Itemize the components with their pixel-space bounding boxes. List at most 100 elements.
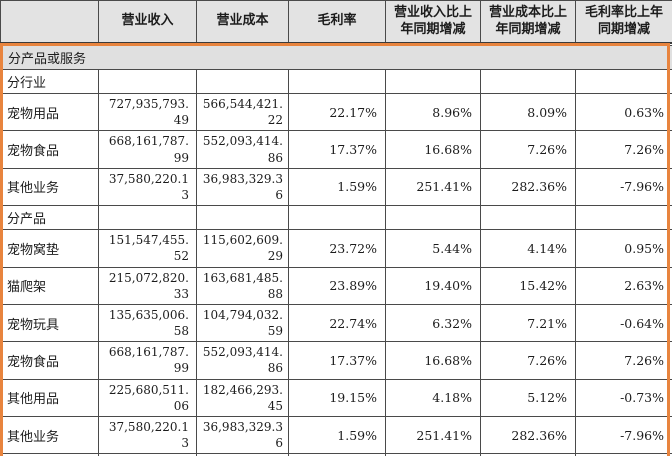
table-row-other-supplies: 其他用品 225,680,511.06 182,466,293.45 19.15… [0,378,672,418]
table-row-other-business-2: 其他业务 37,580,220.13 36,983,329.36 1.59% 2… [0,415,672,455]
row-label: 宠物用品 [0,92,99,132]
gross-margin-cell: 1.59% [288,415,386,455]
margin-yoy-cell: -0.73% [575,378,672,418]
table-row-other-business: 其他业务 37,580,220.13 36,983,329.36 1.59% 2… [0,167,672,207]
revenue-cell: 225,680,511.06 [98,378,197,418]
header-cell-cost: 营业成本 [196,0,289,44]
gross-margin-cell: 19.15% [288,378,386,418]
cost-yoy-cell: 282.36% [480,167,576,207]
revenue-cell: 151,547,455.52 [98,229,197,268]
margin-yoy-cell: 2.63% [575,266,672,305]
margin-yoy-cell: 7.26% [575,130,672,169]
revenue-cell: 727,935,793.49 [98,92,197,132]
revenue-yoy-cell: 4.18% [385,378,481,418]
revenue-cell: 215,072,820.33 [98,266,197,305]
section-row-by-region: 分地区 [0,453,672,456]
table-row-pet-food: 宠物食品 668,161,787.99 552,093,414.86 17.37… [0,130,672,169]
cost-cell: 182,466,293.45 [196,378,289,418]
header-cell-revenue-yoy: 营业收入比上年同期增减 [385,0,481,44]
section-row-products-services: 分产品或服务 [0,45,672,70]
cost-cell: 104,794,032.59 [196,303,289,343]
cost-yoy-cell: 4.14% [480,229,576,268]
margin-yoy-cell: 7.26% [575,341,672,380]
table-row-pet-toys: 宠物玩具 135,635,006.58 104,794,032.59 22.74… [0,303,672,343]
revenue-yoy-cell: 8.96% [385,92,481,132]
table-header-row: 营业收入 营业成本 毛利率 营业收入比上年同期增减 营业成本比上年同期增减 毛利… [0,0,672,44]
cost-cell: 36,983,329.36 [196,167,289,207]
margin-yoy-cell: -7.96% [575,167,672,207]
gross-margin-cell: 17.37% [288,341,386,380]
revenue-yoy-cell: 16.68% [385,130,481,169]
table-row-pet-food-2: 宠物食品 668,161,787.99 552,093,414.86 17.37… [0,341,672,380]
margin-yoy-cell: 0.63% [575,92,672,132]
section-row-by-industry: 分行业 [0,69,672,94]
empty-cell [480,69,576,94]
header-cell-margin-yoy: 毛利率比上年同期增减 [575,0,672,44]
row-label: 其他业务 [0,415,99,455]
revenue-yoy-cell: 16.68% [385,341,481,380]
table-row-pet-bedding: 宠物窝垫 151,547,455.52 115,602,609.29 23.72… [0,229,672,268]
empty-cell [385,205,481,231]
revenue-cell: 135,635,006.58 [98,303,197,343]
revenue-cell: 37,580,220.13 [98,167,197,207]
cost-cell: 163,681,485.88 [196,266,289,305]
header-cell-gross-margin: 毛利率 [288,0,386,44]
margin-yoy-cell: -0.64% [575,303,672,343]
row-label: 其他业务 [0,167,99,207]
row-label: 分产品 [0,205,99,231]
cost-yoy-cell: 15.42% [480,266,576,305]
cost-yoy-cell: 8.09% [480,92,576,132]
empty-cell [98,69,197,94]
row-label: 分行业 [0,69,99,94]
empty-cell [385,69,481,94]
header-cell-empty [0,0,99,44]
revenue-yoy-cell: 251.41% [385,167,481,207]
gross-margin-cell: 23.89% [288,266,386,305]
cost-yoy-cell: 7.26% [480,130,576,169]
revenue-cell: 668,161,787.99 [98,341,197,380]
revenue-yoy-cell: 6.32% [385,303,481,343]
margin-yoy-cell: 0.95% [575,229,672,268]
revenue-yoy-cell: 5.44% [385,229,481,268]
gross-margin-cell: 23.72% [288,229,386,268]
table-row-cat-tree: 猫爬架 215,072,820.33 163,681,485.88 23.89%… [0,266,672,305]
empty-cell [98,205,197,231]
cost-yoy-cell: 7.21% [480,303,576,343]
gross-margin-cell: 22.74% [288,303,386,343]
gross-margin-cell: 22.17% [288,92,386,132]
cost-cell: 115,602,609.29 [196,229,289,268]
gross-margin-cell: 17.37% [288,130,386,169]
revenue-cell: 668,161,787.99 [98,130,197,169]
cost-yoy-cell: 5.12% [480,378,576,418]
row-label: 猫爬架 [0,266,99,305]
row-label: 宠物食品 [0,130,99,169]
section-row-by-product: 分产品 [0,205,672,231]
cost-yoy-cell: 282.36% [480,415,576,455]
empty-cell [196,69,289,94]
empty-cell [288,205,386,231]
gross-margin-cell: 1.59% [288,167,386,207]
header-cell-cost-yoy: 营业成本比上年同期增减 [480,0,576,44]
row-label: 宠物食品 [0,341,99,380]
empty-cell [288,69,386,94]
section-label: 分产品或服务 [0,45,672,70]
revenue-yoy-cell: 251.41% [385,415,481,455]
revenue-yoy-cell: 19.40% [385,266,481,305]
table-row-pet-supplies: 宠物用品 727,935,793.49 566,544,421.22 22.17… [0,92,672,132]
margin-yoy-cell: -7.96% [575,415,672,455]
row-label: 宠物玩具 [0,303,99,343]
empty-cell [196,205,289,231]
cost-cell: 552,093,414.86 [196,341,289,380]
empty-cell [575,205,672,231]
row-label: 其他用品 [0,378,99,418]
empty-cell [480,205,576,231]
cost-cell: 36,983,329.36 [196,415,289,455]
revenue-cell: 37,580,220.13 [98,415,197,455]
row-label: 宠物窝垫 [0,229,99,268]
header-cell-revenue: 营业收入 [98,0,197,44]
cost-yoy-cell: 7.26% [480,341,576,380]
empty-cell [575,69,672,94]
cost-cell: 552,093,414.86 [196,130,289,169]
